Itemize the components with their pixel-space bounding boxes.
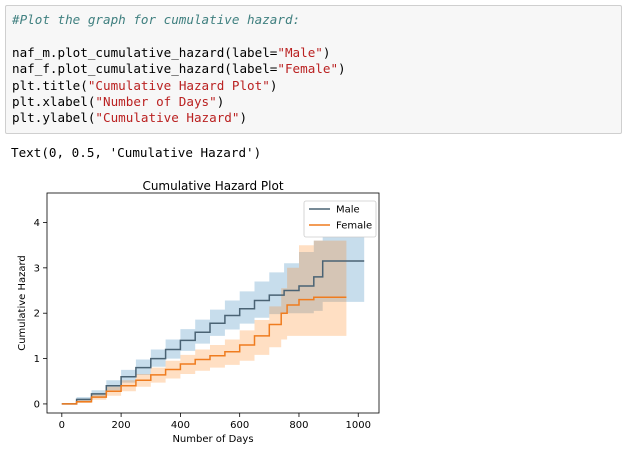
confidence-bands: [61, 220, 365, 404]
x-axis-label: Number of Days: [172, 434, 253, 445]
code-comment: #Plot the graph for cumulative hazard:: [12, 12, 301, 27]
code-line: naf_f.plot_cumulative_hazard(label="Fema…: [12, 61, 346, 77]
legend-label-male: Male: [336, 205, 360, 216]
code-line: plt.xlabel("Number of Days"): [12, 94, 225, 110]
x-tick-label: 200: [112, 420, 131, 431]
series-line-female: [61, 296, 347, 405]
code-cell[interactable]: #Plot the graph for cumulative hazard: n…: [5, 5, 622, 134]
y-axis-ticks: 0 1 2 3 4: [34, 218, 47, 410]
y-tick-label: 0: [34, 399, 40, 410]
code-line: plt.title("Cumulative Hazard Plot"): [12, 77, 278, 93]
x-tick-label: 1000: [346, 420, 371, 431]
plot-frame: [46, 192, 380, 414]
series-lines: [61, 260, 365, 405]
x-tick-label: 400: [171, 420, 190, 431]
y-tick-label: 4: [34, 218, 40, 229]
code-line: plt.ylabel("Cumulative Hazard"): [12, 110, 248, 126]
code-line: naf_m.plot_cumulative_hazard(label="Male…: [12, 44, 331, 60]
x-tick-label: 0: [59, 420, 65, 431]
x-tick-label: 600: [230, 420, 249, 431]
confidence-band-male: [61, 220, 365, 404]
y-tick-label: 3: [34, 263, 40, 274]
confidence-band-female: [61, 240, 347, 404]
cell-output-text: Text(0, 0.5, 'Cumulative Hazard'): [11, 145, 262, 160]
cumulative-hazard-chart: Cumulative Hazard Plot 0 200 400 600 800 1000…: [17, 179, 380, 445]
y-axis-label: Cumulative Hazard: [17, 255, 28, 351]
x-axis-ticks: 0 200 400 600 800 1000: [59, 413, 371, 431]
chart-title: Cumulative Hazard Plot: [142, 179, 283, 193]
legend-label-female: Female: [336, 221, 372, 232]
legend: Male Female: [303, 200, 377, 238]
legend-box: [303, 200, 377, 238]
y-tick-label: 1: [34, 354, 40, 365]
code-editor[interactable]: #Plot the graph for cumulative hazard: n…: [12, 12, 346, 127]
series-line-male: [61, 260, 365, 405]
x-tick-label: 800: [289, 420, 308, 431]
y-tick-label: 2: [34, 309, 40, 320]
